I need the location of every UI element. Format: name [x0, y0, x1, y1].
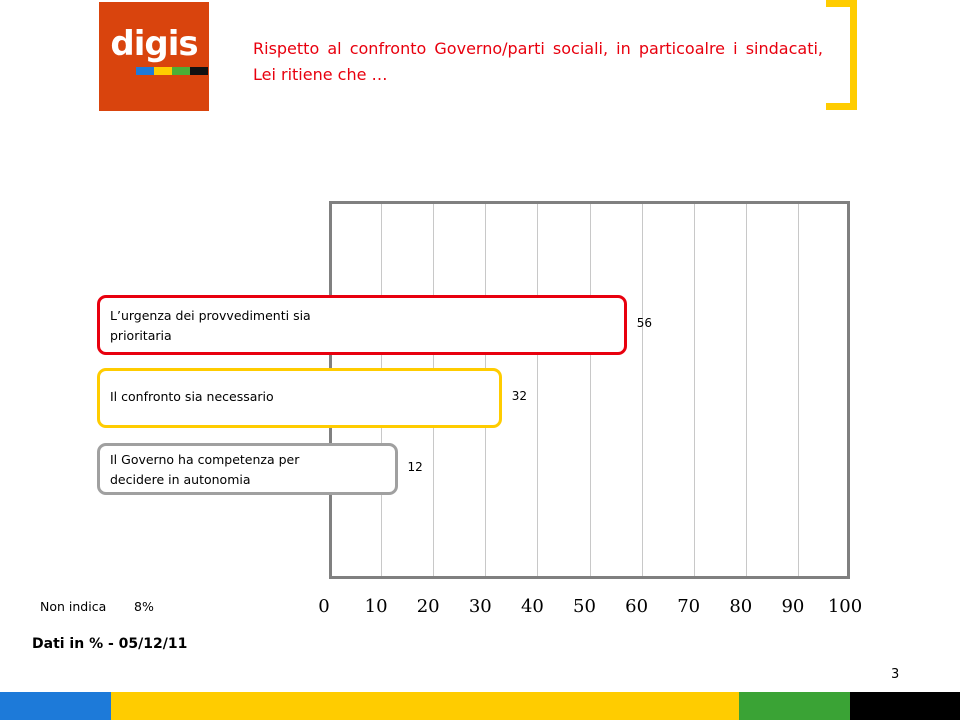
footer-segment [0, 692, 111, 720]
gridline [745, 204, 747, 576]
gridline [537, 204, 539, 576]
x-tick-label: 30 [468, 596, 492, 617]
bar-category-label: L’urgenza dei provvedimenti sia priorita… [110, 308, 311, 343]
x-tick-label: 40 [520, 596, 544, 617]
logo-stripe [136, 67, 154, 75]
digis-logo: digis [99, 2, 209, 111]
x-tick-label: 60 [625, 596, 649, 617]
bar: L’urgenza dei provvedimenti sia priorita… [97, 295, 627, 355]
bar-value-label: 32 [511, 389, 527, 403]
x-tick-label: 0 [318, 596, 330, 617]
x-tick-label: 80 [729, 596, 753, 617]
page-number: 3 [891, 667, 900, 682]
bar: Il confronto sia necessario [97, 368, 502, 428]
logo-text: digis [110, 24, 198, 64]
bar: Il Governo ha competenza per decidere in… [97, 443, 398, 495]
x-tick-label: 70 [677, 596, 701, 617]
gridline [589, 204, 591, 576]
title-bracket [826, 0, 857, 110]
non-indica-label: Non indica [40, 599, 107, 614]
bar-value-label: 12 [407, 460, 423, 474]
x-tick-label: 90 [781, 596, 805, 617]
bar-category-label: Il Governo ha competenza per decidere in… [110, 452, 300, 487]
logo-stripe [172, 67, 190, 75]
x-tick-label: 20 [416, 596, 440, 617]
logo-stripe [190, 67, 208, 75]
gridline [797, 204, 799, 576]
x-tick-label: 50 [573, 596, 596, 617]
bar-value-label: 56 [636, 316, 653, 330]
x-tick-label: 100 [827, 596, 863, 617]
logo-stripe [154, 67, 172, 75]
footer-segment [111, 692, 739, 720]
slide-title: Rispetto al confronto Governo/parti soci… [253, 39, 823, 84]
non-indica-value: 8% [134, 599, 154, 614]
bar-category-label: Il confronto sia necessario [110, 389, 274, 404]
footer-segment [739, 692, 850, 720]
x-tick-label: 10 [364, 596, 388, 617]
gridline [641, 204, 643, 576]
gridline [693, 204, 695, 576]
footer-segment [850, 692, 960, 720]
footnote: Dati in % - 05/12/11 [32, 636, 188, 652]
